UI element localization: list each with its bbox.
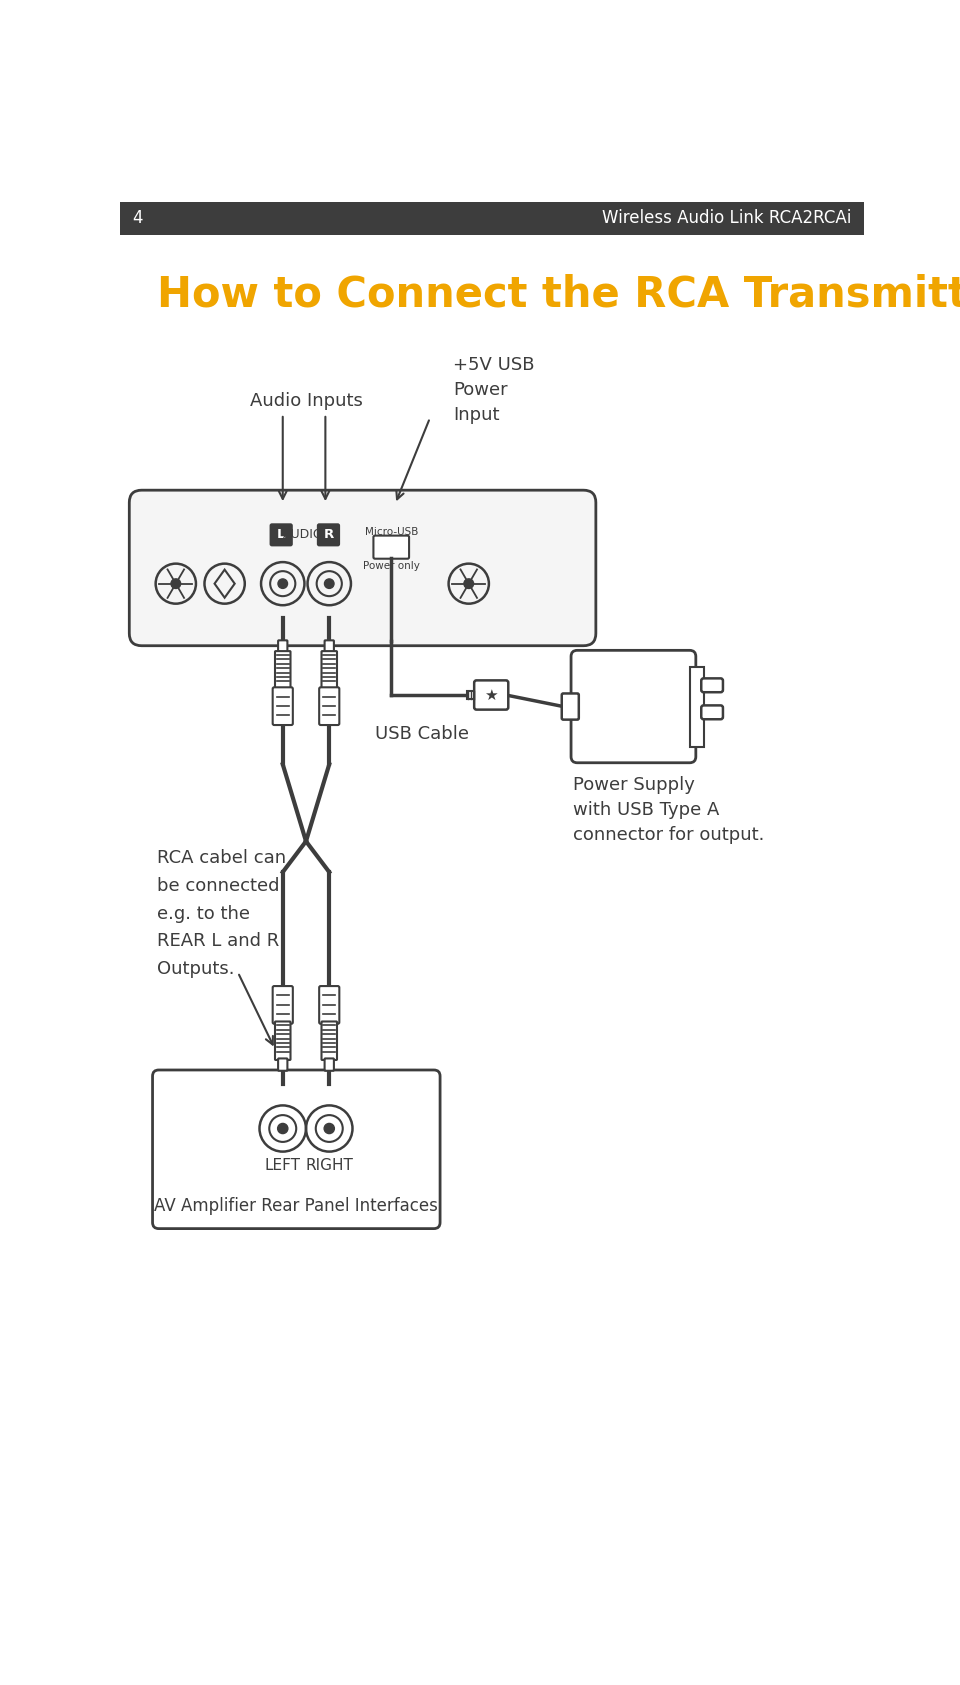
FancyBboxPatch shape <box>319 687 339 725</box>
FancyBboxPatch shape <box>373 536 409 559</box>
FancyBboxPatch shape <box>468 691 476 699</box>
Circle shape <box>277 1124 288 1134</box>
FancyBboxPatch shape <box>273 687 293 725</box>
FancyBboxPatch shape <box>322 650 337 689</box>
FancyBboxPatch shape <box>701 706 723 719</box>
FancyBboxPatch shape <box>273 986 293 1024</box>
Text: AUDIO: AUDIO <box>283 529 324 541</box>
FancyBboxPatch shape <box>275 650 291 689</box>
FancyBboxPatch shape <box>275 1021 291 1060</box>
FancyBboxPatch shape <box>324 1058 334 1070</box>
Text: How to Connect the RCA Transmitter: How to Connect the RCA Transmitter <box>157 273 960 315</box>
Text: +5V USB
Power
Input: +5V USB Power Input <box>453 356 535 425</box>
FancyBboxPatch shape <box>317 524 340 546</box>
Text: USB Cable: USB Cable <box>375 725 469 743</box>
FancyBboxPatch shape <box>474 681 508 709</box>
FancyBboxPatch shape <box>278 1058 287 1070</box>
Circle shape <box>324 580 334 588</box>
FancyBboxPatch shape <box>562 694 579 719</box>
FancyBboxPatch shape <box>689 667 704 746</box>
Text: L: L <box>276 529 285 541</box>
Text: RIGHT: RIGHT <box>305 1158 353 1173</box>
FancyBboxPatch shape <box>153 1070 440 1228</box>
Text: LEFT: LEFT <box>265 1158 300 1173</box>
Text: ★: ★ <box>485 687 498 703</box>
Circle shape <box>171 580 180 588</box>
Bar <box>120 202 864 234</box>
Circle shape <box>464 580 473 588</box>
Circle shape <box>278 580 288 588</box>
Circle shape <box>324 1124 334 1134</box>
Text: Power Supply
with USB Type A
connector for output.: Power Supply with USB Type A connector f… <box>573 775 765 844</box>
FancyBboxPatch shape <box>322 1021 337 1060</box>
Text: 4: 4 <box>132 209 143 227</box>
Text: Power only: Power only <box>363 561 420 571</box>
FancyBboxPatch shape <box>324 640 334 652</box>
FancyBboxPatch shape <box>319 986 339 1024</box>
FancyBboxPatch shape <box>701 679 723 693</box>
Text: Wireless Audio Link RCA2RCAi: Wireless Audio Link RCA2RCAi <box>602 209 852 227</box>
FancyBboxPatch shape <box>130 490 596 645</box>
Text: Micro-USB: Micro-USB <box>365 527 418 538</box>
FancyBboxPatch shape <box>278 640 287 652</box>
FancyBboxPatch shape <box>270 524 293 546</box>
Text: Audio Inputs: Audio Inputs <box>250 393 363 409</box>
Text: RCA cabel can
be connected
e.g. to the
REAR L and R
Outputs.: RCA cabel can be connected e.g. to the R… <box>157 849 286 979</box>
Text: R: R <box>324 529 334 541</box>
Text: AV Amplifier Rear Panel Interfaces: AV Amplifier Rear Panel Interfaces <box>155 1196 439 1215</box>
FancyBboxPatch shape <box>571 650 696 763</box>
